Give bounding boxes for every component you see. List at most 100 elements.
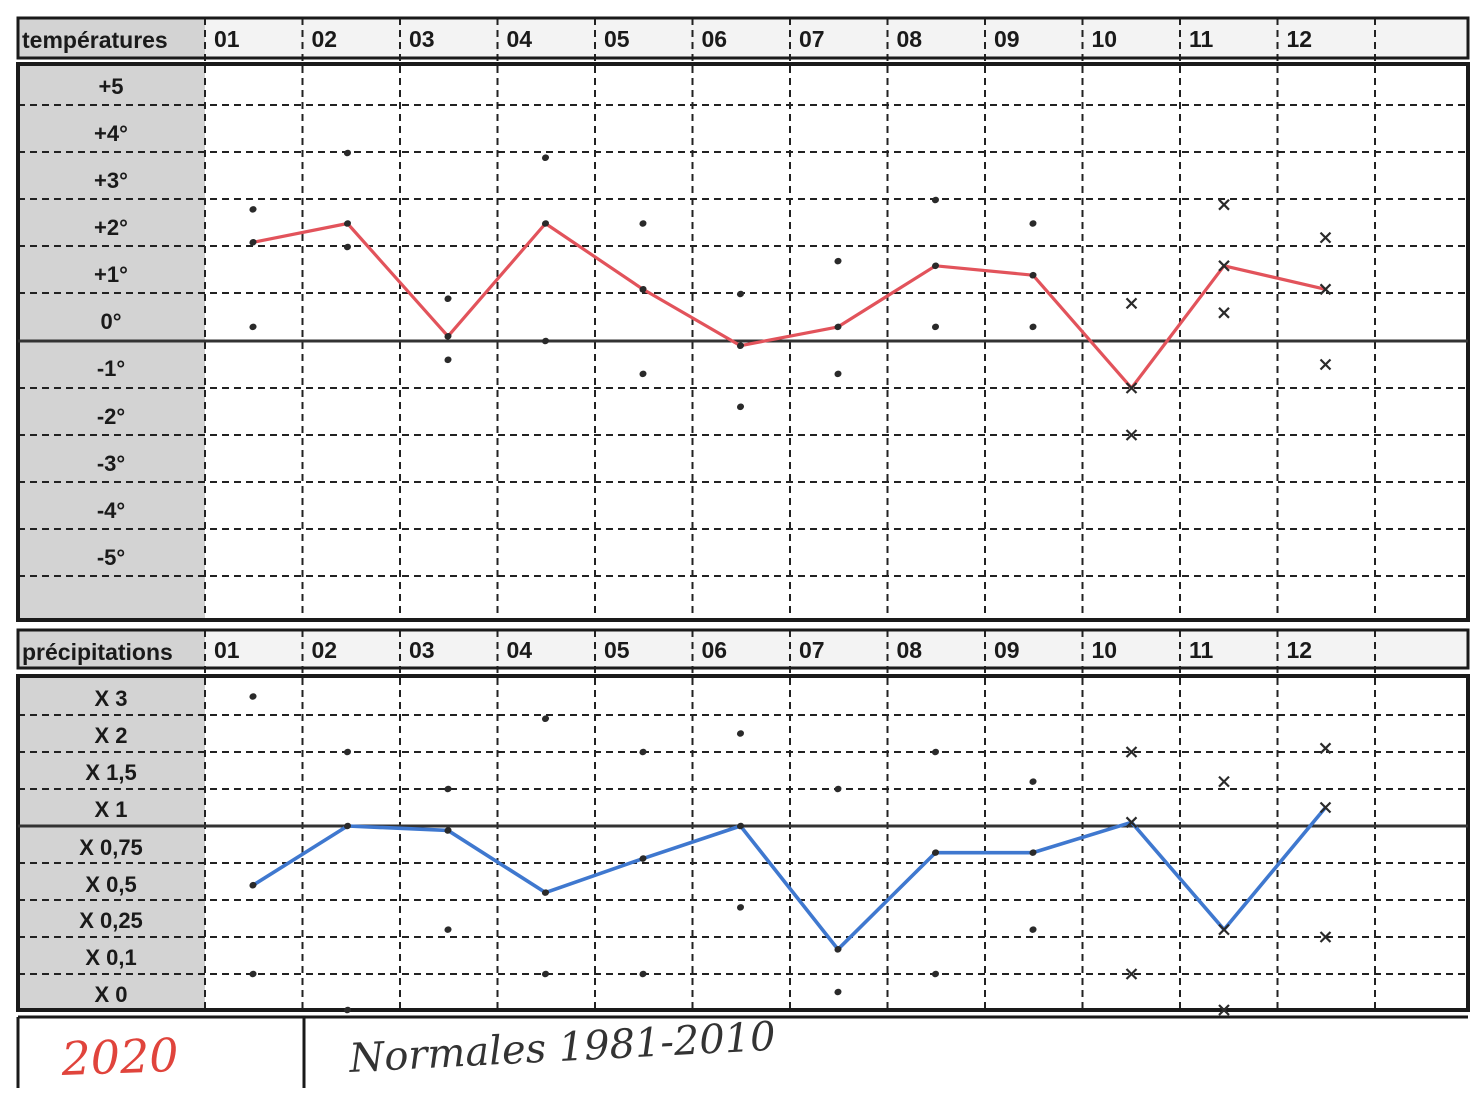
precip-point	[931, 748, 940, 756]
temp-series-point	[249, 239, 257, 246]
precip-series-point	[1319, 801, 1332, 814]
temp-month-label: 08	[897, 26, 923, 52]
precip-tick-label: X 0,5	[85, 872, 136, 897]
precip-month-label: 02	[312, 637, 338, 663]
temp-section-title: températures	[22, 27, 168, 53]
temp-point	[249, 206, 257, 213]
temp-point	[1029, 220, 1037, 227]
temp-month-label: 03	[409, 26, 435, 52]
precip-month-label: 07	[799, 637, 825, 663]
precip-month-label: 03	[409, 637, 435, 663]
precip-month-label: 11	[1189, 637, 1214, 663]
temp-point	[931, 323, 940, 331]
temp-series-point	[444, 333, 452, 340]
temp-point	[541, 154, 550, 161]
temp-tick-label: +1°	[94, 262, 128, 287]
precip-series-point	[1125, 816, 1138, 829]
temp-month-label: 11	[1189, 26, 1214, 52]
temp-tick-label: +4°	[94, 121, 128, 146]
temp-point	[249, 323, 257, 331]
precip-point	[249, 970, 257, 978]
precip-point	[1218, 775, 1230, 788]
precip-tick-label: X 2	[94, 723, 127, 748]
precip-label-column-bg	[18, 676, 205, 1010]
precip-point	[541, 715, 550, 722]
precip-tick-label: X 0,1	[85, 945, 136, 970]
precip-point	[541, 970, 550, 978]
temp-tick-label: +3°	[94, 168, 128, 193]
precip-point	[834, 988, 842, 996]
precip-header-frame	[16, 628, 1470, 670]
temp-point	[931, 196, 940, 204]
temp-month-label: 02	[312, 26, 338, 52]
precip-month-label: 10	[1092, 637, 1118, 663]
precip-tick-label: X 1	[94, 797, 127, 822]
temp-tick-label: -1°	[97, 356, 125, 381]
year-label: 2020	[59, 1028, 179, 1086]
precip-month-label: 08	[897, 637, 923, 663]
temp-point	[541, 337, 550, 345]
temp-point	[1125, 429, 1138, 441]
temp-tick-label: +5	[98, 74, 123, 99]
data-marks	[249, 149, 1332, 1016]
temp-tick-label: -2°	[97, 404, 125, 429]
temp-point	[834, 370, 842, 378]
temp-point	[639, 220, 647, 227]
precip-tick-label: X 3	[94, 686, 127, 711]
precip-series-point	[834, 946, 842, 953]
precip-month-label: 01	[214, 637, 240, 663]
temp-series-point	[834, 323, 842, 331]
precip-point	[343, 748, 352, 756]
precip-point	[931, 970, 940, 978]
precip-point	[1125, 968, 1138, 980]
precip-point	[834, 785, 842, 793]
precip-point	[343, 1006, 352, 1014]
temp-series-point	[736, 342, 745, 349]
precip-series-point	[1218, 923, 1230, 936]
temp-series-point	[1125, 382, 1138, 394]
precip-section-title: précipitations	[22, 639, 173, 665]
temp-month-label: 10	[1092, 26, 1118, 52]
precip-series-point	[444, 827, 452, 834]
grid-lines	[18, 18, 1468, 1010]
precip-month-label: 09	[994, 637, 1020, 663]
precip-point	[444, 785, 452, 793]
precip-point	[1029, 778, 1037, 785]
precip-tick-label: X 0,75	[79, 835, 143, 860]
temp-point	[1319, 231, 1332, 244]
precip-body-frame	[16, 674, 1470, 1012]
temp-header-strip	[205, 18, 1468, 58]
temp-point	[1218, 307, 1230, 319]
precip-series-point	[249, 881, 257, 889]
temp-point	[343, 243, 352, 251]
temp-month-label: 12	[1287, 26, 1313, 52]
precip-tick-label: X 1,5	[85, 760, 136, 785]
temp-month-label: 07	[799, 26, 825, 52]
temp-month-label: 05	[604, 26, 630, 52]
precip-point	[444, 926, 452, 933]
precip-tick-label: X 0,25	[79, 908, 143, 933]
temp-tick-label: -4°	[97, 498, 125, 523]
precip-header-strip	[205, 630, 1468, 668]
temp-month-label: 04	[507, 26, 533, 52]
temp-series-point	[1218, 260, 1230, 272]
precip-series-point	[1029, 849, 1037, 856]
precip-header-bg	[18, 630, 205, 668]
precip-series-point	[931, 849, 940, 856]
precip-series-line	[252, 806, 1327, 952]
precip-tick-label: X 0	[94, 982, 127, 1007]
precip-point	[1029, 926, 1037, 933]
precip-series-point	[736, 822, 745, 830]
precip-point	[736, 904, 745, 911]
temp-month-label: 09	[994, 26, 1020, 52]
temp-month-label: 06	[702, 26, 728, 52]
precip-month-label: 04	[507, 637, 533, 663]
temp-series-point	[343, 220, 352, 227]
temp-tick-label: +2°	[94, 215, 128, 240]
temp-tick-label: -5°	[97, 545, 125, 570]
precip-point	[736, 730, 745, 737]
temp-point	[736, 403, 745, 411]
precip-point	[639, 748, 647, 756]
temp-point	[444, 295, 452, 302]
